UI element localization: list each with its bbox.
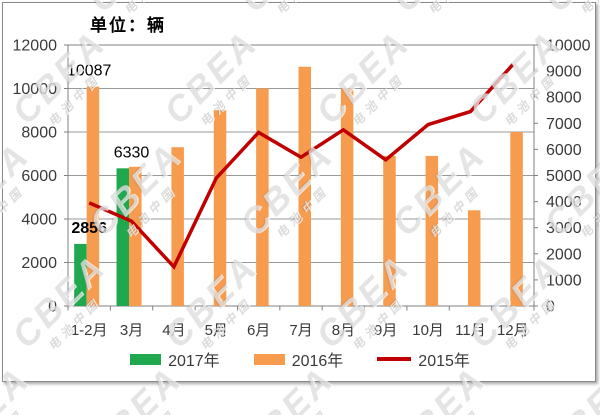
left-axis-label-2000: 2000 (21, 255, 57, 272)
right-axis-label-5000: 5000 (546, 168, 582, 185)
bar-2016年-12月 (510, 132, 523, 306)
x-label-5月: 5月 (205, 322, 228, 339)
left-axis-label-12000: 12000 (13, 38, 58, 55)
legend-swatch-2017 (130, 353, 162, 365)
bar-2016年-3月 (129, 166, 142, 306)
data-label-2856: 2856 (71, 220, 107, 237)
right-axis-label-2000: 2000 (546, 246, 582, 263)
x-label-12月: 12月 (497, 322, 529, 339)
legend-swatch-2016 (253, 353, 285, 365)
unit-title: 单位：辆 (90, 16, 166, 35)
right-axis-label-8000: 8000 (546, 90, 582, 107)
x-label-4月: 4月 (162, 322, 185, 339)
legend-label-2017: 2017年 (168, 353, 220, 370)
x-label-1-2月: 1-2月 (71, 322, 108, 339)
line-2015年 (88, 63, 515, 270)
bar-2016年-1-2月 (86, 86, 100, 306)
legend-swatch-2015 (377, 357, 412, 361)
legend-item-2015: 2015年 (377, 347, 470, 371)
legend-label-2016: 2016年 (291, 353, 344, 370)
legend: 2017年 2016年 2015年 (0, 348, 600, 370)
bar-2016年-5月 (213, 110, 227, 306)
right-axis-label-3000: 3000 (546, 220, 582, 237)
bar-2017年-3月 (116, 168, 130, 306)
x-label-3月: 3月 (120, 322, 143, 339)
right-axis-label-10000: 10000 (546, 38, 591, 55)
x-label-6月: 6月 (247, 322, 270, 339)
x-label-7月: 7月 (289, 322, 312, 339)
legend-label-2015: 2015年 (418, 353, 470, 370)
right-axis-label-1000: 1000 (546, 272, 582, 289)
bar-2016年-9月 (383, 155, 396, 306)
bar-2016年-4月 (171, 147, 184, 306)
x-label-9月: 9月 (374, 322, 397, 339)
x-label-11月: 11月 (455, 322, 486, 339)
right-axis-label-4000: 4000 (546, 194, 582, 211)
left-axis-label-8000: 8000 (21, 125, 57, 142)
right-axis-label-6000: 6000 (546, 142, 582, 159)
x-label-8月: 8月 (332, 322, 355, 339)
legend-item-2017: 2017年 (130, 347, 220, 371)
x-label-10月: 10月 (412, 322, 444, 339)
bar-2016年-6月 (256, 88, 269, 306)
bar-2016年-7月 (298, 66, 311, 306)
legend-item-2016: 2016年 (253, 347, 344, 371)
bar-2016年-11月 (467, 210, 481, 306)
data-label-6330: 6330 (114, 144, 150, 161)
right-axis-label-7000: 7000 (546, 116, 582, 133)
bar-2017年-1-2月 (74, 243, 87, 306)
left-axis-label-6000: 6000 (21, 168, 57, 185)
bar-2016年-10月 (425, 155, 439, 306)
left-axis-label-4000: 4000 (21, 212, 57, 229)
left-axis-label-10000: 10000 (13, 81, 58, 98)
bar-2016年-8月 (340, 88, 354, 306)
data-label-10087: 10087 (67, 63, 112, 80)
left-axis-label-0: 0 (48, 299, 57, 316)
right-axis-label-0: 0 (546, 299, 555, 316)
right-axis-label-9000: 9000 (546, 64, 582, 81)
